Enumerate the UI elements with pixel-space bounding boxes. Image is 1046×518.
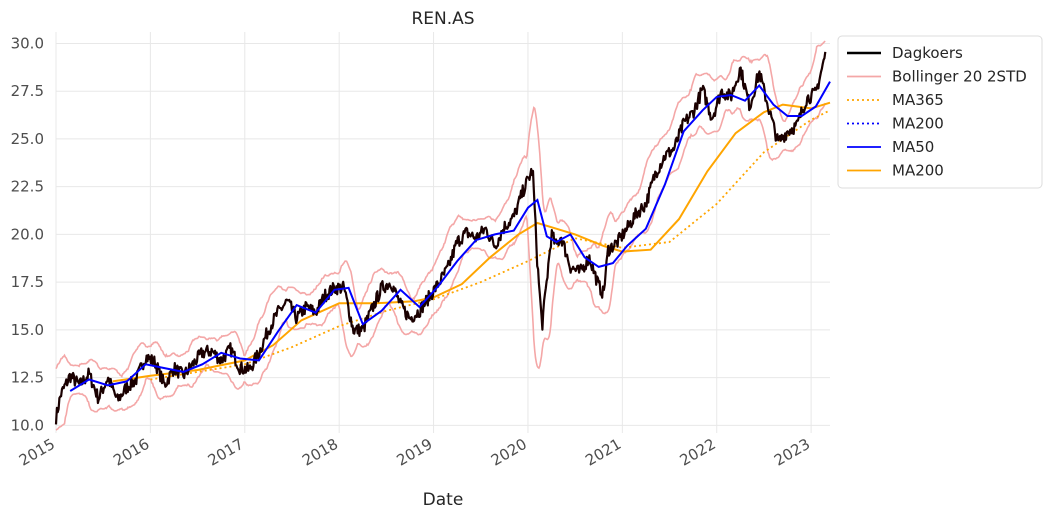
y-tick-label: 17.5 — [11, 273, 44, 291]
x-axis-label: Date — [423, 490, 464, 510]
plot-background — [56, 32, 830, 433]
y-tick-label: 30.0 — [11, 34, 44, 52]
y-tick-label: 20.0 — [11, 225, 44, 243]
legend-box — [837, 35, 1043, 189]
x-tick-label: 2017 — [205, 435, 247, 470]
y-tick-label: 12.5 — [11, 369, 44, 387]
x-tick-label: 2015 — [16, 435, 58, 470]
legend-label: Bollinger 20 2STD — [892, 68, 1027, 86]
bollinger-lower-line — [55, 102, 827, 431]
y-tick-label: 22.5 — [11, 178, 44, 196]
x-tick-labels: 2015 2016 2017 2018 2019 2020 2021 2022 2023 — [16, 435, 813, 470]
legend-label: MA50 — [892, 138, 934, 156]
legend-label: Dagkoers — [892, 44, 963, 62]
x-tick-label: 2016 — [110, 435, 152, 470]
legend-label: MA365 — [892, 91, 944, 109]
bollinger-upper-line — [55, 40, 826, 379]
y-tick-label: 10.0 — [11, 416, 44, 434]
x-tick-label: 2020 — [488, 435, 530, 470]
series-ma200-orange — [112, 101, 831, 383]
y-tick-label: 15.0 — [11, 321, 44, 339]
series-ma365 — [150, 109, 831, 381]
y-tick-label: 25.0 — [11, 130, 44, 148]
y-tick-label: 27.5 — [11, 82, 44, 100]
legend: Dagkoers Bollinger 20 2STD MA365 MA200 MA50 M… — [837, 35, 1043, 189]
series-ma50 — [69, 81, 831, 392]
x-tick-label: 2018 — [299, 435, 341, 470]
legend-label: MA200 — [892, 162, 944, 180]
legend-label: MA200 — [892, 115, 944, 133]
bollinger-bands — [55, 40, 827, 431]
x-tick-label: 2022 — [677, 435, 719, 470]
series-lines — [54, 51, 831, 425]
x-tick-label: 2019 — [393, 435, 435, 470]
chart-title: REN.AS — [411, 9, 474, 29]
x-tick-label: 2023 — [771, 435, 813, 470]
y-tick-labels: 10.0 12.5 15.0 17.5 20.0 22.5 25.0 27.5 30.0 — [11, 34, 44, 434]
x-tick-label: 2021 — [582, 435, 624, 470]
